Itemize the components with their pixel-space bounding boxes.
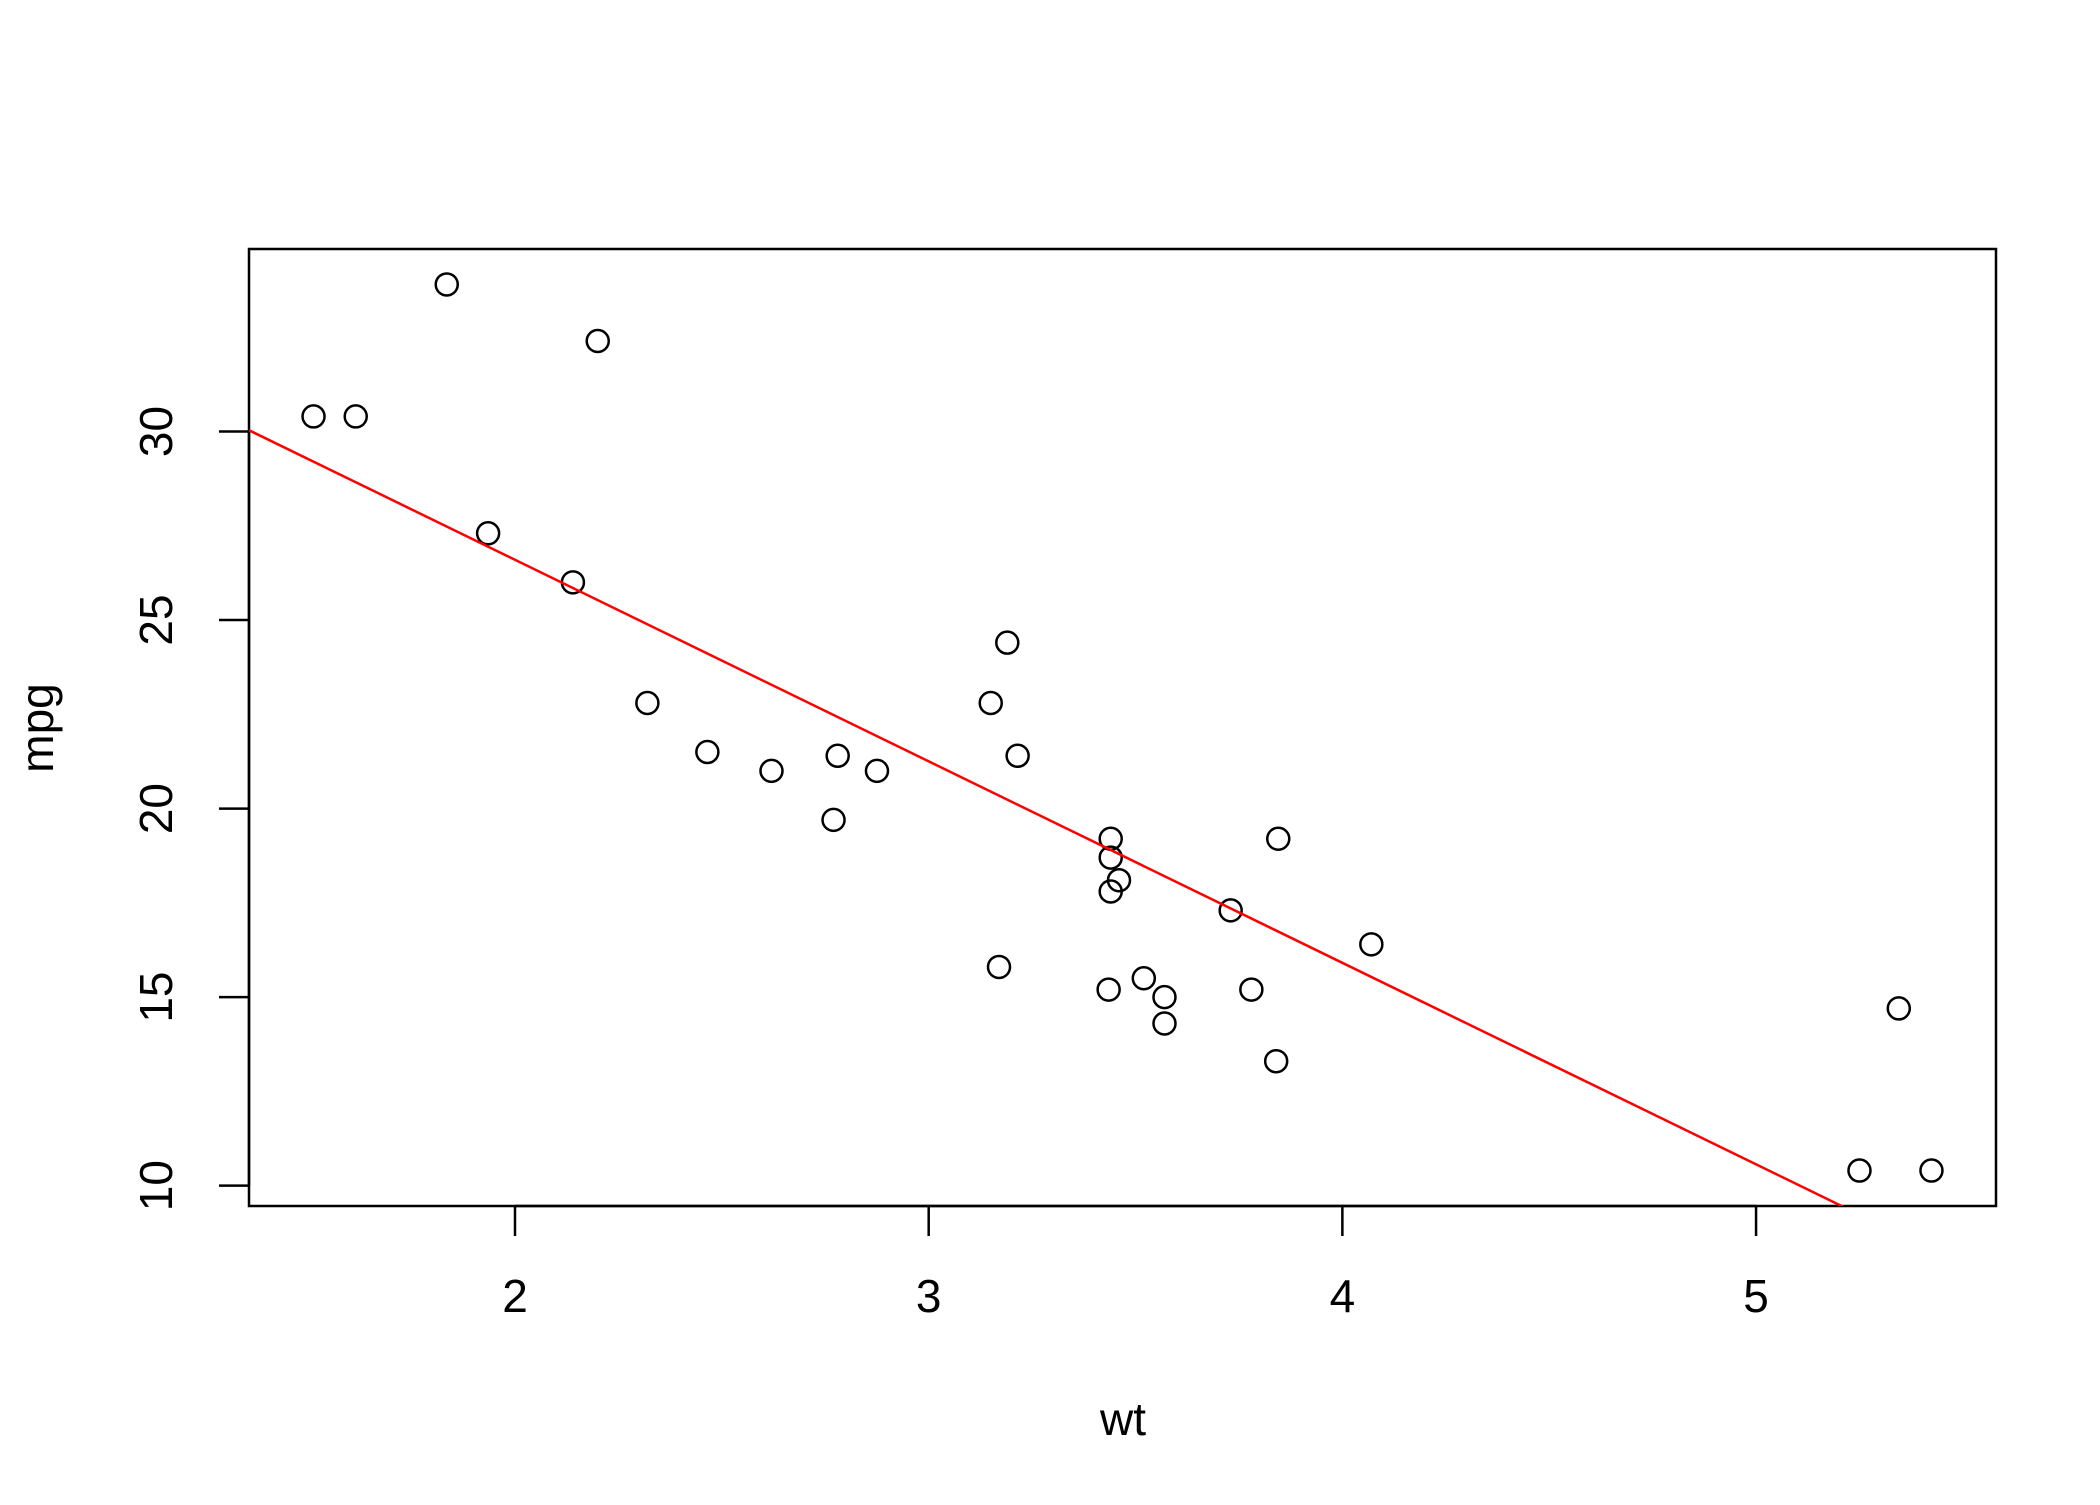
x-tick-label: 5 — [1743, 1270, 1769, 1322]
y-tick-label: 25 — [130, 594, 182, 645]
point — [1359, 932, 1384, 957]
point — [1886, 996, 1912, 1021]
y-tick-label: 15 — [130, 972, 182, 1023]
y-tick-label: 20 — [130, 783, 182, 834]
point — [1218, 898, 1243, 923]
y-axis-label: mpg — [11, 683, 63, 772]
point — [995, 630, 1020, 655]
point — [1847, 1158, 1872, 1183]
point — [1098, 879, 1123, 904]
point — [1096, 977, 1121, 1002]
point — [1131, 966, 1157, 991]
x-axis-label: wt — [1099, 1393, 1146, 1445]
point — [635, 690, 660, 716]
point — [978, 690, 1003, 716]
point — [1263, 1048, 1289, 1074]
y-tick-label: 10 — [130, 1160, 182, 1211]
x-tick-label: 3 — [916, 1270, 942, 1322]
point — [1098, 845, 1123, 870]
x-tick-label: 2 — [502, 1270, 528, 1322]
point — [986, 954, 1012, 980]
point — [585, 328, 610, 354]
point — [434, 272, 459, 297]
point — [695, 739, 720, 765]
point — [1239, 977, 1264, 1002]
point — [475, 521, 501, 546]
point — [821, 807, 846, 833]
point — [1919, 1158, 1944, 1183]
point — [825, 743, 850, 769]
point — [343, 404, 368, 429]
y-tick-label: 30 — [130, 406, 182, 457]
point — [301, 404, 326, 429]
point — [759, 758, 784, 784]
point — [1152, 1011, 1177, 1036]
plot-frame — [247, 247, 1998, 1208]
point — [1266, 826, 1291, 851]
point — [560, 570, 586, 595]
point — [864, 758, 890, 784]
x-tick-label: 4 — [1330, 1270, 1356, 1322]
trend-line — [249, 429, 1845, 1206]
point — [1152, 984, 1177, 1010]
point — [1005, 743, 1030, 769]
